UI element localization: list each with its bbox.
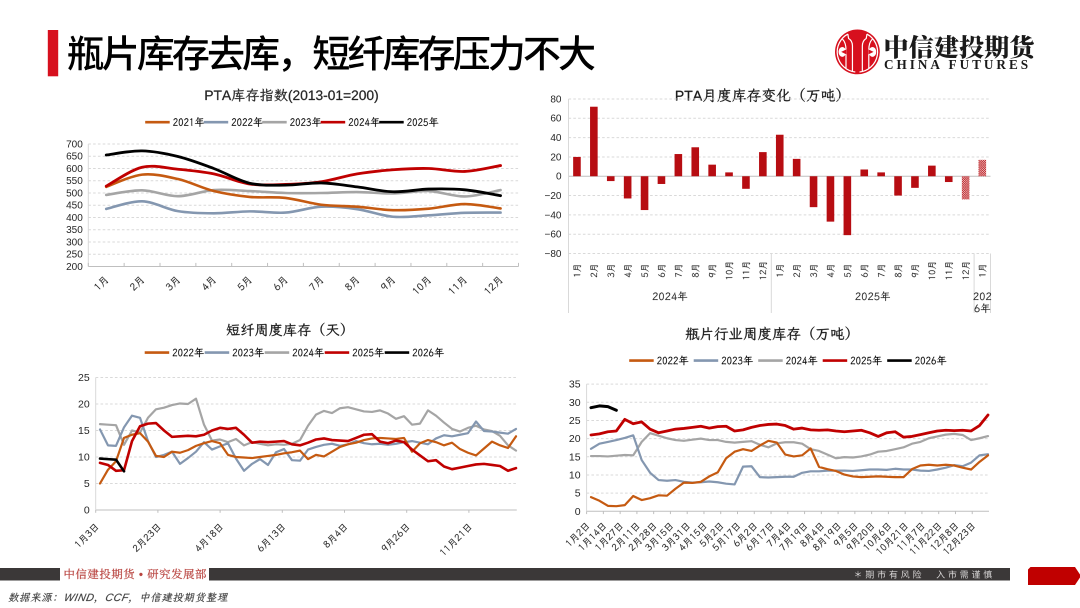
svg-text:500: 500 xyxy=(66,188,83,199)
svg-text:350: 350 xyxy=(66,225,83,236)
svg-text:25: 25 xyxy=(569,415,581,427)
svg-text:30: 30 xyxy=(569,397,581,409)
svg-text:5: 5 xyxy=(84,478,90,490)
svg-text:550: 550 xyxy=(66,176,83,187)
svg-text:650: 650 xyxy=(66,152,83,163)
svg-text:450: 450 xyxy=(66,201,83,212)
svg-text:0: 0 xyxy=(575,506,581,518)
svg-text:0: 0 xyxy=(84,505,90,517)
svg-text:250: 250 xyxy=(66,250,83,261)
svg-text:20: 20 xyxy=(569,433,581,445)
svg-text:5: 5 xyxy=(575,488,581,500)
svg-text:60: 60 xyxy=(550,114,562,125)
svg-text:25: 25 xyxy=(78,372,90,384)
svg-text:20: 20 xyxy=(78,399,90,411)
svg-text:80: 80 xyxy=(550,94,562,105)
svg-text:CHINA FUTURES: CHINA FUTURES xyxy=(884,57,1031,72)
svg-text:15: 15 xyxy=(569,451,581,463)
svg-text:0: 0 xyxy=(556,172,562,183)
svg-text:−20: −20 xyxy=(545,191,562,202)
svg-text:−60: −60 xyxy=(545,230,562,241)
svg-text:200: 200 xyxy=(66,262,83,273)
svg-text:40: 40 xyxy=(550,133,562,144)
svg-text:10: 10 xyxy=(78,452,90,464)
svg-text:400: 400 xyxy=(66,213,83,224)
svg-text:600: 600 xyxy=(66,164,83,175)
svg-text:−80: −80 xyxy=(545,249,562,260)
svg-text:300: 300 xyxy=(66,237,83,248)
svg-text:−40: −40 xyxy=(545,210,562,221)
svg-text:35: 35 xyxy=(569,379,581,391)
svg-text:700: 700 xyxy=(66,139,83,150)
svg-text:20: 20 xyxy=(550,152,562,163)
svg-text:15: 15 xyxy=(78,425,90,437)
svg-text:10: 10 xyxy=(569,469,581,481)
